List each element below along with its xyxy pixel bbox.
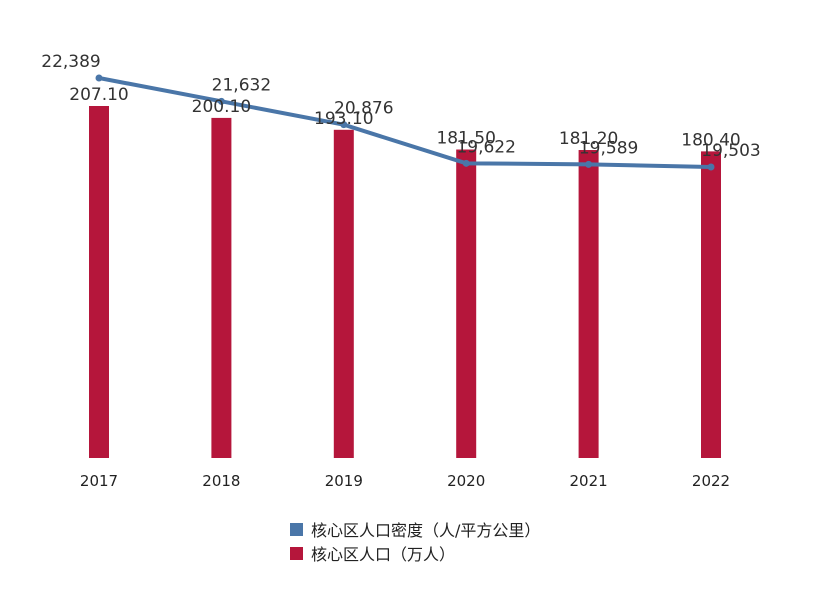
bar-2019 — [333, 129, 354, 458]
x-tick-label-2020: 2020 — [447, 472, 485, 490]
bars-layer — [89, 106, 721, 458]
bar-2022 — [701, 151, 721, 458]
density-value-label-2017: 22,389 — [41, 52, 100, 72]
legend-item-population: 核心区人口（万人） — [290, 541, 540, 565]
bar-2020 — [456, 149, 477, 458]
x-axis-ticks: 2017 2018 2019 2020 2021 2022 — [80, 472, 730, 490]
density-value-label-2021: 19,589 — [579, 138, 638, 158]
legend-swatch-population — [290, 546, 303, 560]
density-value-label-2019: 20,876 — [334, 99, 393, 119]
legend-label-population: 核心区人口（万人） — [311, 545, 456, 564]
density-point-2020 — [462, 159, 470, 167]
density-point-2021 — [585, 160, 593, 168]
bar-value-label-2017: 207.10 — [69, 85, 128, 105]
labels-layer: 207.10 200.10 193.10 181.50 181.20 180.40 22,3… — [41, 52, 760, 161]
legend: 核心区人口密度（人/平方公里） 核心区人口（万人） — [290, 517, 540, 565]
bar-value-label-2019: 193.10 — [314, 109, 373, 129]
x-tick-label-2021: 2021 — [570, 472, 608, 490]
x-tick-label-2022: 2022 — [692, 472, 730, 490]
bar-value-label-2022: 180.40 — [681, 130, 740, 150]
x-tick-label-2018: 2018 — [202, 472, 240, 490]
density-value-label-2022: 19,503 — [701, 141, 760, 161]
density-value-label-2018: 21,632 — [212, 75, 271, 95]
legend-label-density: 核心区人口密度（人/平方公里） — [311, 521, 541, 540]
legend-swatch-density — [290, 522, 303, 536]
density-point-2019 — [340, 121, 348, 129]
density-line — [98, 76, 712, 169]
x-tick-label-2019: 2019 — [325, 472, 363, 490]
bar-2017 — [89, 106, 109, 458]
bar-value-label-2021: 181.20 — [559, 129, 618, 149]
bar-value-label-2020: 181.50 — [436, 129, 495, 149]
density-point-2022 — [707, 163, 715, 171]
bar-2018 — [211, 117, 232, 458]
x-tick-label-2017: 2017 — [80, 472, 118, 490]
bar-2021 — [578, 150, 599, 458]
density-point-2018 — [217, 97, 225, 105]
density-point-2017 — [95, 74, 103, 82]
bar-value-label-2018: 200.10 — [192, 97, 251, 117]
legend-item-density: 核心区人口密度（人/平方公里） — [290, 517, 540, 541]
density-value-label-2020: 19,622 — [456, 137, 515, 157]
line-layer — [95, 74, 715, 171]
